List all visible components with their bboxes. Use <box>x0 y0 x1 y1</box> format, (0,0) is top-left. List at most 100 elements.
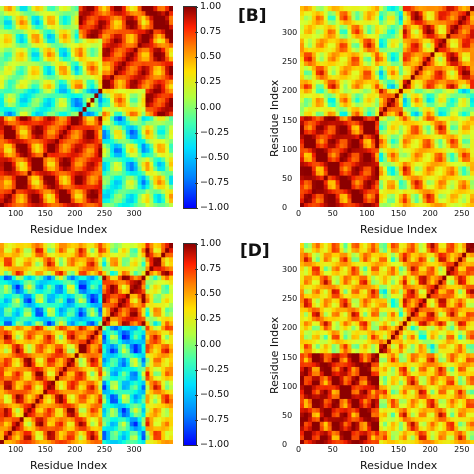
heatmap-cell <box>62 361 68 367</box>
heatmap-cell <box>129 338 135 345</box>
heatmap-cell <box>390 10 396 16</box>
heatmap-cell <box>387 133 392 140</box>
heatmap-cell <box>339 170 345 176</box>
heatmap-cell <box>327 79 333 85</box>
heatmap-cell <box>47 343 52 349</box>
heatmap-cell <box>74 398 80 404</box>
heatmap-cell <box>117 170 123 176</box>
heatmap-cell <box>125 124 131 130</box>
heatmap-cell <box>390 51 396 57</box>
heatmap-cell <box>31 88 36 94</box>
heatmap-cell <box>466 42 471 48</box>
heatmap-cell <box>307 10 313 16</box>
heatmap-cell <box>106 111 111 117</box>
heatmap-cell <box>319 6 325 12</box>
heatmap-cell <box>110 175 115 181</box>
heatmap-cell <box>102 33 107 39</box>
heatmap-cell <box>39 184 44 190</box>
heatmap-cell <box>7 51 13 57</box>
heatmap-cell <box>442 120 447 126</box>
heatmap-cell <box>458 69 463 76</box>
heatmap-cell <box>51 33 56 39</box>
heatmap-cell <box>137 28 143 35</box>
heatmap-cell <box>343 129 349 135</box>
heatmap-cell <box>102 101 107 108</box>
heatmap-cell <box>94 439 99 444</box>
heatmap-cell <box>19 357 25 363</box>
y-tick-label: 250 <box>282 57 298 67</box>
heatmap-cell <box>379 133 384 140</box>
heatmap-cell <box>106 357 111 363</box>
heatmap-cell <box>394 101 400 108</box>
heatmap-cell <box>398 28 404 35</box>
heatmap-cell <box>145 434 151 441</box>
heatmap-cell <box>363 65 368 71</box>
heatmap-cell <box>0 398 5 404</box>
heatmap-cell <box>90 329 95 335</box>
heatmap-cell <box>355 111 360 117</box>
heatmap-cell <box>51 152 56 158</box>
heatmap-cell <box>442 184 447 190</box>
heatmap-cell <box>157 197 162 204</box>
heatmap-cell <box>335 152 341 158</box>
heatmap-cell <box>169 370 173 377</box>
heatmap-cell <box>47 389 52 395</box>
heatmap-cell <box>121 101 127 108</box>
heatmap-cell <box>422 60 428 66</box>
heatmap-cell <box>315 97 321 103</box>
heatmap-cell <box>434 120 439 126</box>
heatmap-cell <box>165 65 170 71</box>
heatmap-cell <box>117 398 123 404</box>
heatmap-cell <box>121 389 127 395</box>
heatmap-cell <box>78 398 84 404</box>
heatmap-cell <box>402 42 408 48</box>
heatmap-cell <box>23 389 29 395</box>
heatmap-cell <box>323 124 329 130</box>
heatmap-cell <box>35 33 40 39</box>
heatmap-cell <box>133 434 139 441</box>
heatmap-cell <box>51 370 56 377</box>
heatmap-cell <box>74 412 80 418</box>
heatmap-cell <box>300 170 305 176</box>
heatmap-cell <box>62 393 68 399</box>
heatmap-cell <box>19 407 25 413</box>
heatmap-cell <box>438 24 443 30</box>
heatmap-cell <box>47 19 52 25</box>
heatmap-cell <box>145 370 151 377</box>
heatmap-cell <box>331 15 337 21</box>
heatmap-cell <box>434 97 439 103</box>
heatmap-cell <box>121 120 127 126</box>
heatmap-cell <box>165 175 170 181</box>
heatmap-cell <box>402 47 408 53</box>
heatmap-cell <box>137 19 143 25</box>
heatmap-cell <box>355 37 360 44</box>
heatmap-cell <box>125 421 131 427</box>
heatmap-cell <box>19 384 25 390</box>
heatmap-cell <box>351 156 356 162</box>
heatmap-cell <box>55 143 60 149</box>
heatmap-cell <box>137 74 143 80</box>
heatmap-cell <box>438 175 443 181</box>
heatmap-cell <box>129 37 135 44</box>
heatmap-cell <box>426 15 432 21</box>
heatmap-cell <box>70 202 76 207</box>
heatmap-cell <box>66 380 72 386</box>
heatmap-cell <box>145 202 151 207</box>
heatmap-cell <box>129 370 135 377</box>
heatmap-cell <box>169 170 173 176</box>
heatmap-cell <box>31 170 36 176</box>
heatmap-cell <box>114 42 119 48</box>
heatmap-cell <box>125 15 131 21</box>
heatmap-cell <box>121 106 127 112</box>
heatmap-cell <box>35 65 40 71</box>
heatmap-cell <box>442 106 447 112</box>
heatmap-cell <box>323 129 329 135</box>
heatmap-cell <box>125 120 131 126</box>
heatmap-cell <box>347 175 352 181</box>
heatmap-cell <box>11 28 17 35</box>
heatmap-cell <box>379 106 384 112</box>
heatmap-cell <box>462 147 467 153</box>
heatmap-cell <box>7 147 13 153</box>
heatmap-cell <box>94 42 99 48</box>
heatmap-cell <box>15 407 21 413</box>
